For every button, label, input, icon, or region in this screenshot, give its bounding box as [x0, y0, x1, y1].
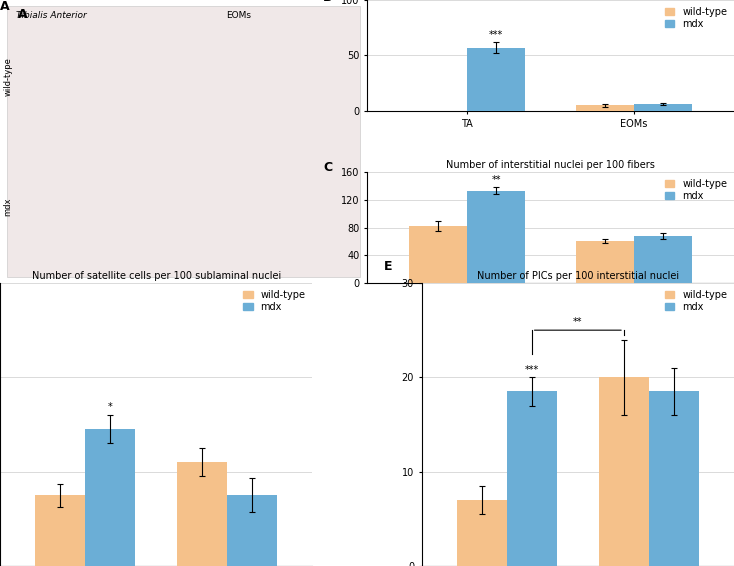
Text: **: **: [492, 175, 501, 185]
Bar: [634, 104, 692, 111]
Bar: [85, 429, 135, 566]
Bar: [409, 226, 467, 283]
Legend: wild-type, mdx: wild-type, mdx: [663, 177, 729, 203]
Text: EOMs: EOMs: [226, 11, 251, 20]
Text: ***: ***: [489, 30, 504, 40]
Bar: [227, 495, 277, 566]
Bar: [599, 378, 649, 566]
Text: A: A: [0, 0, 10, 13]
Text: wild-type: wild-type: [4, 57, 12, 96]
Text: E: E: [384, 260, 393, 273]
Bar: [35, 495, 85, 566]
Bar: [507, 392, 556, 566]
FancyBboxPatch shape: [7, 6, 360, 277]
Text: Tibialis Anterior: Tibialis Anterior: [16, 11, 87, 20]
Legend: wild-type, mdx: wild-type, mdx: [241, 288, 308, 314]
Text: ***: ***: [525, 365, 539, 375]
Title: Number of interstitial nuclei per 100 fibers: Number of interstitial nuclei per 100 fi…: [446, 160, 655, 170]
Bar: [649, 392, 699, 566]
Legend: wild-type, mdx: wild-type, mdx: [663, 288, 729, 314]
Bar: [467, 48, 526, 111]
Bar: [575, 241, 634, 283]
Bar: [178, 462, 227, 566]
Text: A: A: [18, 8, 28, 22]
Title: Number of PICs per 100 interstitial nuclei: Number of PICs per 100 interstitial nucl…: [477, 271, 679, 281]
Text: C: C: [323, 161, 332, 174]
Text: B: B: [323, 0, 333, 4]
Bar: [467, 191, 526, 283]
Text: *: *: [108, 402, 112, 412]
Bar: [634, 236, 692, 283]
Text: **: **: [573, 318, 583, 327]
Text: mdx: mdx: [4, 198, 12, 216]
Title: Number of satellite cells per 100 sublaminal nuclei: Number of satellite cells per 100 sublam…: [32, 271, 281, 281]
Legend: wild-type, mdx: wild-type, mdx: [663, 5, 729, 31]
Bar: [457, 500, 507, 566]
Bar: [575, 105, 634, 111]
